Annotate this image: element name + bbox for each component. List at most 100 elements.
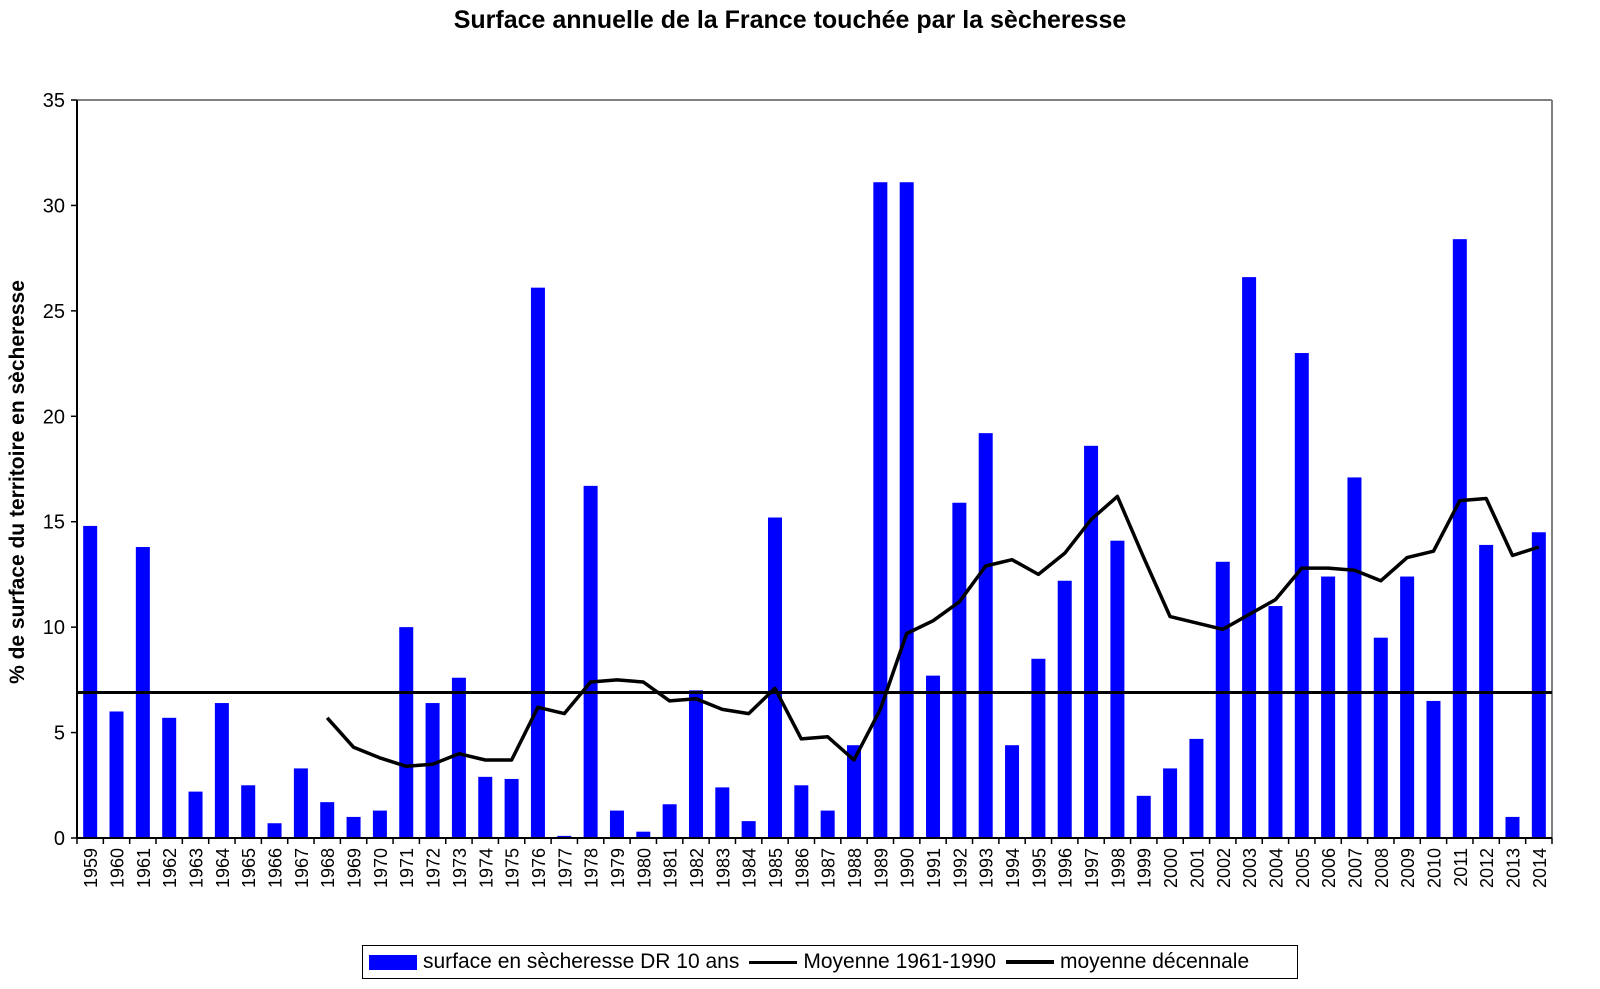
bar (978, 433, 993, 838)
bar (1268, 606, 1283, 838)
legend-item-reference: Moyenne 1961-1990 (749, 950, 996, 974)
bar (767, 517, 782, 838)
bar (794, 785, 809, 838)
x-tick-label: 1967 (292, 848, 312, 888)
bar (478, 776, 493, 838)
bar (1005, 745, 1020, 838)
y-tick-label: 20 (43, 406, 65, 428)
x-tick-label: 1961 (134, 848, 154, 888)
x-tick-label: 1979 (608, 848, 628, 888)
bar (1110, 540, 1125, 838)
x-tick-label: 1972 (424, 848, 444, 888)
x-tick-label: 1989 (871, 848, 891, 888)
legend-item-bars: surface en sècheresse DR 10 ans (369, 950, 739, 974)
x-tick-label: 2011 (1451, 848, 1471, 887)
legend-swatch-bars (369, 954, 417, 970)
bar (1426, 700, 1441, 838)
bar (583, 485, 598, 838)
x-tick-label: 1969 (345, 848, 365, 888)
y-tick-label: 25 (43, 301, 65, 323)
x-tick-label: 1983 (713, 848, 733, 888)
bar (1189, 738, 1204, 838)
bar (1084, 445, 1099, 838)
x-tick-label: 2001 (1187, 848, 1207, 888)
bar (83, 525, 98, 838)
bar (1215, 561, 1230, 838)
bar (188, 791, 203, 838)
legend-label-bars: surface en sècheresse DR 10 ans (423, 950, 740, 973)
y-tick-label: 35 (43, 90, 65, 112)
x-tick-label: 1999 (1135, 848, 1155, 888)
bar (926, 675, 941, 838)
bar (451, 677, 466, 838)
bar (267, 823, 282, 838)
bar (504, 778, 519, 838)
bar (425, 703, 440, 838)
bar (1505, 816, 1520, 838)
x-tick-label: 1970 (371, 848, 391, 888)
bar (662, 804, 677, 838)
bar (530, 287, 545, 839)
x-tick-label: 2013 (1503, 848, 1523, 888)
x-tick-label: 1962 (160, 848, 180, 888)
legend: surface en sècheresse DR 10 ans Moyenne … (362, 945, 1298, 979)
x-tick-label: 1990 (898, 848, 918, 888)
x-tick-label: 1986 (792, 848, 812, 888)
bar (899, 182, 914, 839)
x-tick-label: 1963 (187, 848, 207, 888)
x-tick-label: 1976 (529, 848, 549, 888)
y-tick-label: 10 (43, 617, 65, 639)
x-tick-label: 2010 (1424, 848, 1444, 888)
bar (372, 810, 387, 838)
x-tick-label: 1997 (1082, 848, 1102, 888)
y-tick-label: 0 (54, 828, 65, 850)
x-tick-label: 1996 (1056, 848, 1076, 888)
x-tick-label: 2005 (1293, 848, 1313, 888)
x-tick-label: 1992 (950, 848, 970, 888)
x-tick-label: 1994 (1003, 848, 1023, 888)
y-tick-label: 30 (43, 195, 65, 217)
legend-label-decadal: moyenne décennale (1060, 950, 1250, 973)
x-tick-label: 1988 (845, 848, 865, 888)
bar (1347, 477, 1362, 838)
x-tick-label: 2006 (1319, 848, 1339, 888)
bar (1321, 576, 1336, 838)
bar (741, 821, 756, 838)
bar (636, 831, 651, 838)
bar (1373, 637, 1388, 838)
x-tick-label: 1965 (239, 848, 259, 888)
x-tick-label: 1984 (740, 848, 760, 888)
x-tick-label: 2008 (1372, 848, 1392, 888)
bar (1294, 353, 1309, 838)
bar (1057, 580, 1072, 838)
bar (241, 785, 256, 838)
y-tick-label: 5 (54, 723, 65, 745)
x-tick-label: 1974 (476, 848, 496, 888)
x-tick-label: 1966 (266, 848, 286, 888)
x-tick-label: 2014 (1530, 848, 1550, 888)
x-tick-label: 2007 (1345, 848, 1365, 888)
bar (1531, 532, 1546, 838)
bar (1031, 658, 1046, 838)
bar (109, 711, 124, 838)
bar (557, 835, 572, 838)
x-tick-label: 1995 (1029, 848, 1049, 888)
x-tick-label: 1978 (582, 848, 602, 888)
x-tick-label: 1993 (977, 848, 997, 888)
bar (609, 810, 624, 838)
x-tick-label: 2002 (1214, 848, 1234, 888)
x-tick-label: 2003 (1240, 848, 1260, 888)
bar (873, 182, 888, 839)
bar (847, 745, 862, 838)
bar (1242, 277, 1257, 838)
x-tick-label: 1987 (819, 848, 839, 888)
x-tick-label: 1981 (661, 848, 681, 888)
bar (1136, 795, 1151, 838)
bar (688, 690, 703, 838)
bar (399, 627, 414, 838)
legend-swatch-reference (749, 960, 798, 964)
x-tick-label: 1975 (503, 848, 523, 888)
x-tick-label: 1964 (213, 848, 233, 888)
x-tick-label: 1971 (397, 848, 417, 888)
